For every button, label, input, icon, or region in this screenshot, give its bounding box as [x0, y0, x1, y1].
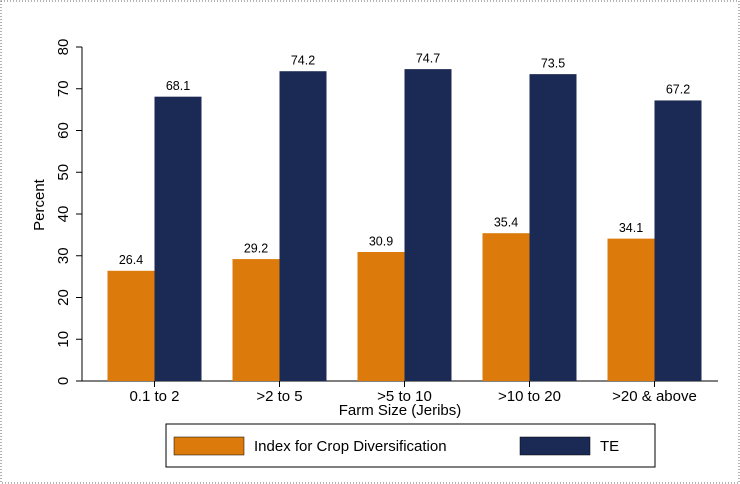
x-axis-label: Farm Size (Jeribs) — [339, 402, 462, 419]
y-tick-label: 30 — [55, 247, 72, 264]
x-tick-label: >5 to 10 — [377, 388, 432, 405]
value-label: 34.1 — [619, 221, 643, 235]
value-label: 68.1 — [166, 79, 190, 93]
bar — [232, 259, 280, 381]
legend-label: Index for Crop Diversification — [254, 438, 447, 455]
bar — [107, 270, 155, 381]
legend-swatch — [519, 436, 591, 456]
value-label: 73.5 — [541, 56, 565, 70]
y-tick-label: 20 — [55, 289, 72, 306]
y-tick-label: 0 — [55, 377, 72, 385]
bar — [482, 233, 530, 381]
y-tick-label: 10 — [55, 331, 72, 348]
x-tick-label: 0.1 to 2 — [129, 388, 179, 405]
y-tick-label: 60 — [55, 122, 72, 139]
legend-box — [165, 423, 656, 468]
value-label: 30.9 — [369, 234, 393, 248]
bar — [154, 96, 202, 382]
legend-label: TE — [600, 438, 619, 455]
bar — [529, 74, 577, 381]
bar — [357, 251, 405, 381]
bar — [654, 100, 702, 381]
bar — [404, 69, 452, 381]
y-tick-label: 40 — [55, 206, 72, 223]
x-tick-label: >20 & above — [612, 388, 697, 405]
value-label: 74.7 — [416, 51, 440, 65]
bar — [279, 71, 327, 381]
value-label: 67.2 — [666, 83, 690, 97]
y-axis-label: Percent — [31, 178, 48, 231]
value-label: 29.2 — [244, 241, 268, 255]
value-label: 35.4 — [494, 216, 518, 230]
y-tick-label: 70 — [55, 80, 72, 97]
legend-swatch — [173, 436, 245, 456]
bar — [607, 238, 655, 381]
value-label: 74.2 — [291, 54, 315, 68]
y-tick-label: 50 — [55, 164, 72, 181]
value-label: 26.4 — [119, 253, 143, 267]
x-tick-label: >2 to 5 — [256, 388, 302, 405]
y-tick-label: 80 — [55, 39, 72, 56]
x-tick-label: >10 to 20 — [498, 388, 561, 405]
